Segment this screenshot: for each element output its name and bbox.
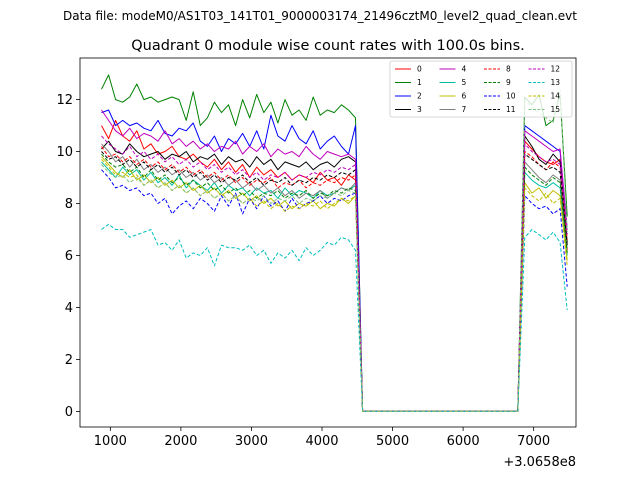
x-tick-label: 7000 [517,434,550,449]
legend-label-9: 9 [506,78,511,87]
suptitle: Data file: modeM0/AS1T03_141T01_90000031… [63,9,577,23]
x-tick-label: 6000 [447,434,480,449]
series-line-11 [101,151,568,412]
y-tick-label: 8 [65,197,73,212]
x-tick-label: 1000 [94,434,127,449]
legend-label-2: 2 [417,92,422,101]
legend-frame [389,60,573,118]
y-tick-label: 2 [65,353,73,368]
legend-label-1: 1 [417,78,422,87]
legend-label-12: 12 [551,65,561,74]
legend-label-7: 7 [462,105,467,114]
legend-label-8: 8 [506,65,511,74]
y-axis-ticks: 0 2 4 6 8 10 12 [56,93,80,420]
y-tick-label: 4 [65,301,73,316]
x-offset-label: +3.0658e8 [503,455,576,470]
x-tick-label: 2000 [164,434,197,449]
x-axis-ticks: 1000 2000 3000 4000 5000 6000 7000 [94,427,550,449]
y-tick-label: 0 [65,405,73,420]
legend-label-11: 11 [506,105,516,114]
legend-label-6: 6 [462,92,467,101]
x-tick-label: 4000 [305,434,338,449]
y-tick-label: 12 [56,93,73,108]
y-tick-label: 6 [65,249,73,264]
y-tick-label: 10 [56,145,73,160]
series-line-12 [101,135,568,412]
x-tick-label: 3000 [235,434,268,449]
legend-label-15: 15 [551,105,561,114]
series-line-8 [101,146,568,412]
legend-label-3: 3 [417,105,422,114]
legend-label-5: 5 [462,78,467,87]
legend-label-14: 14 [551,92,561,101]
series-line-13 [101,223,568,412]
x-tick-label: 5000 [376,434,409,449]
legend-label-10: 10 [506,92,516,101]
series-line-15 [101,88,568,412]
legend-label-4: 4 [462,65,467,74]
axes-frame [79,57,577,428]
series-lines [101,74,568,412]
chart-title: Quadrant 0 module wise count rates with … [131,38,525,54]
legend-label-0: 0 [417,65,422,74]
legend-label-13: 13 [551,78,561,87]
